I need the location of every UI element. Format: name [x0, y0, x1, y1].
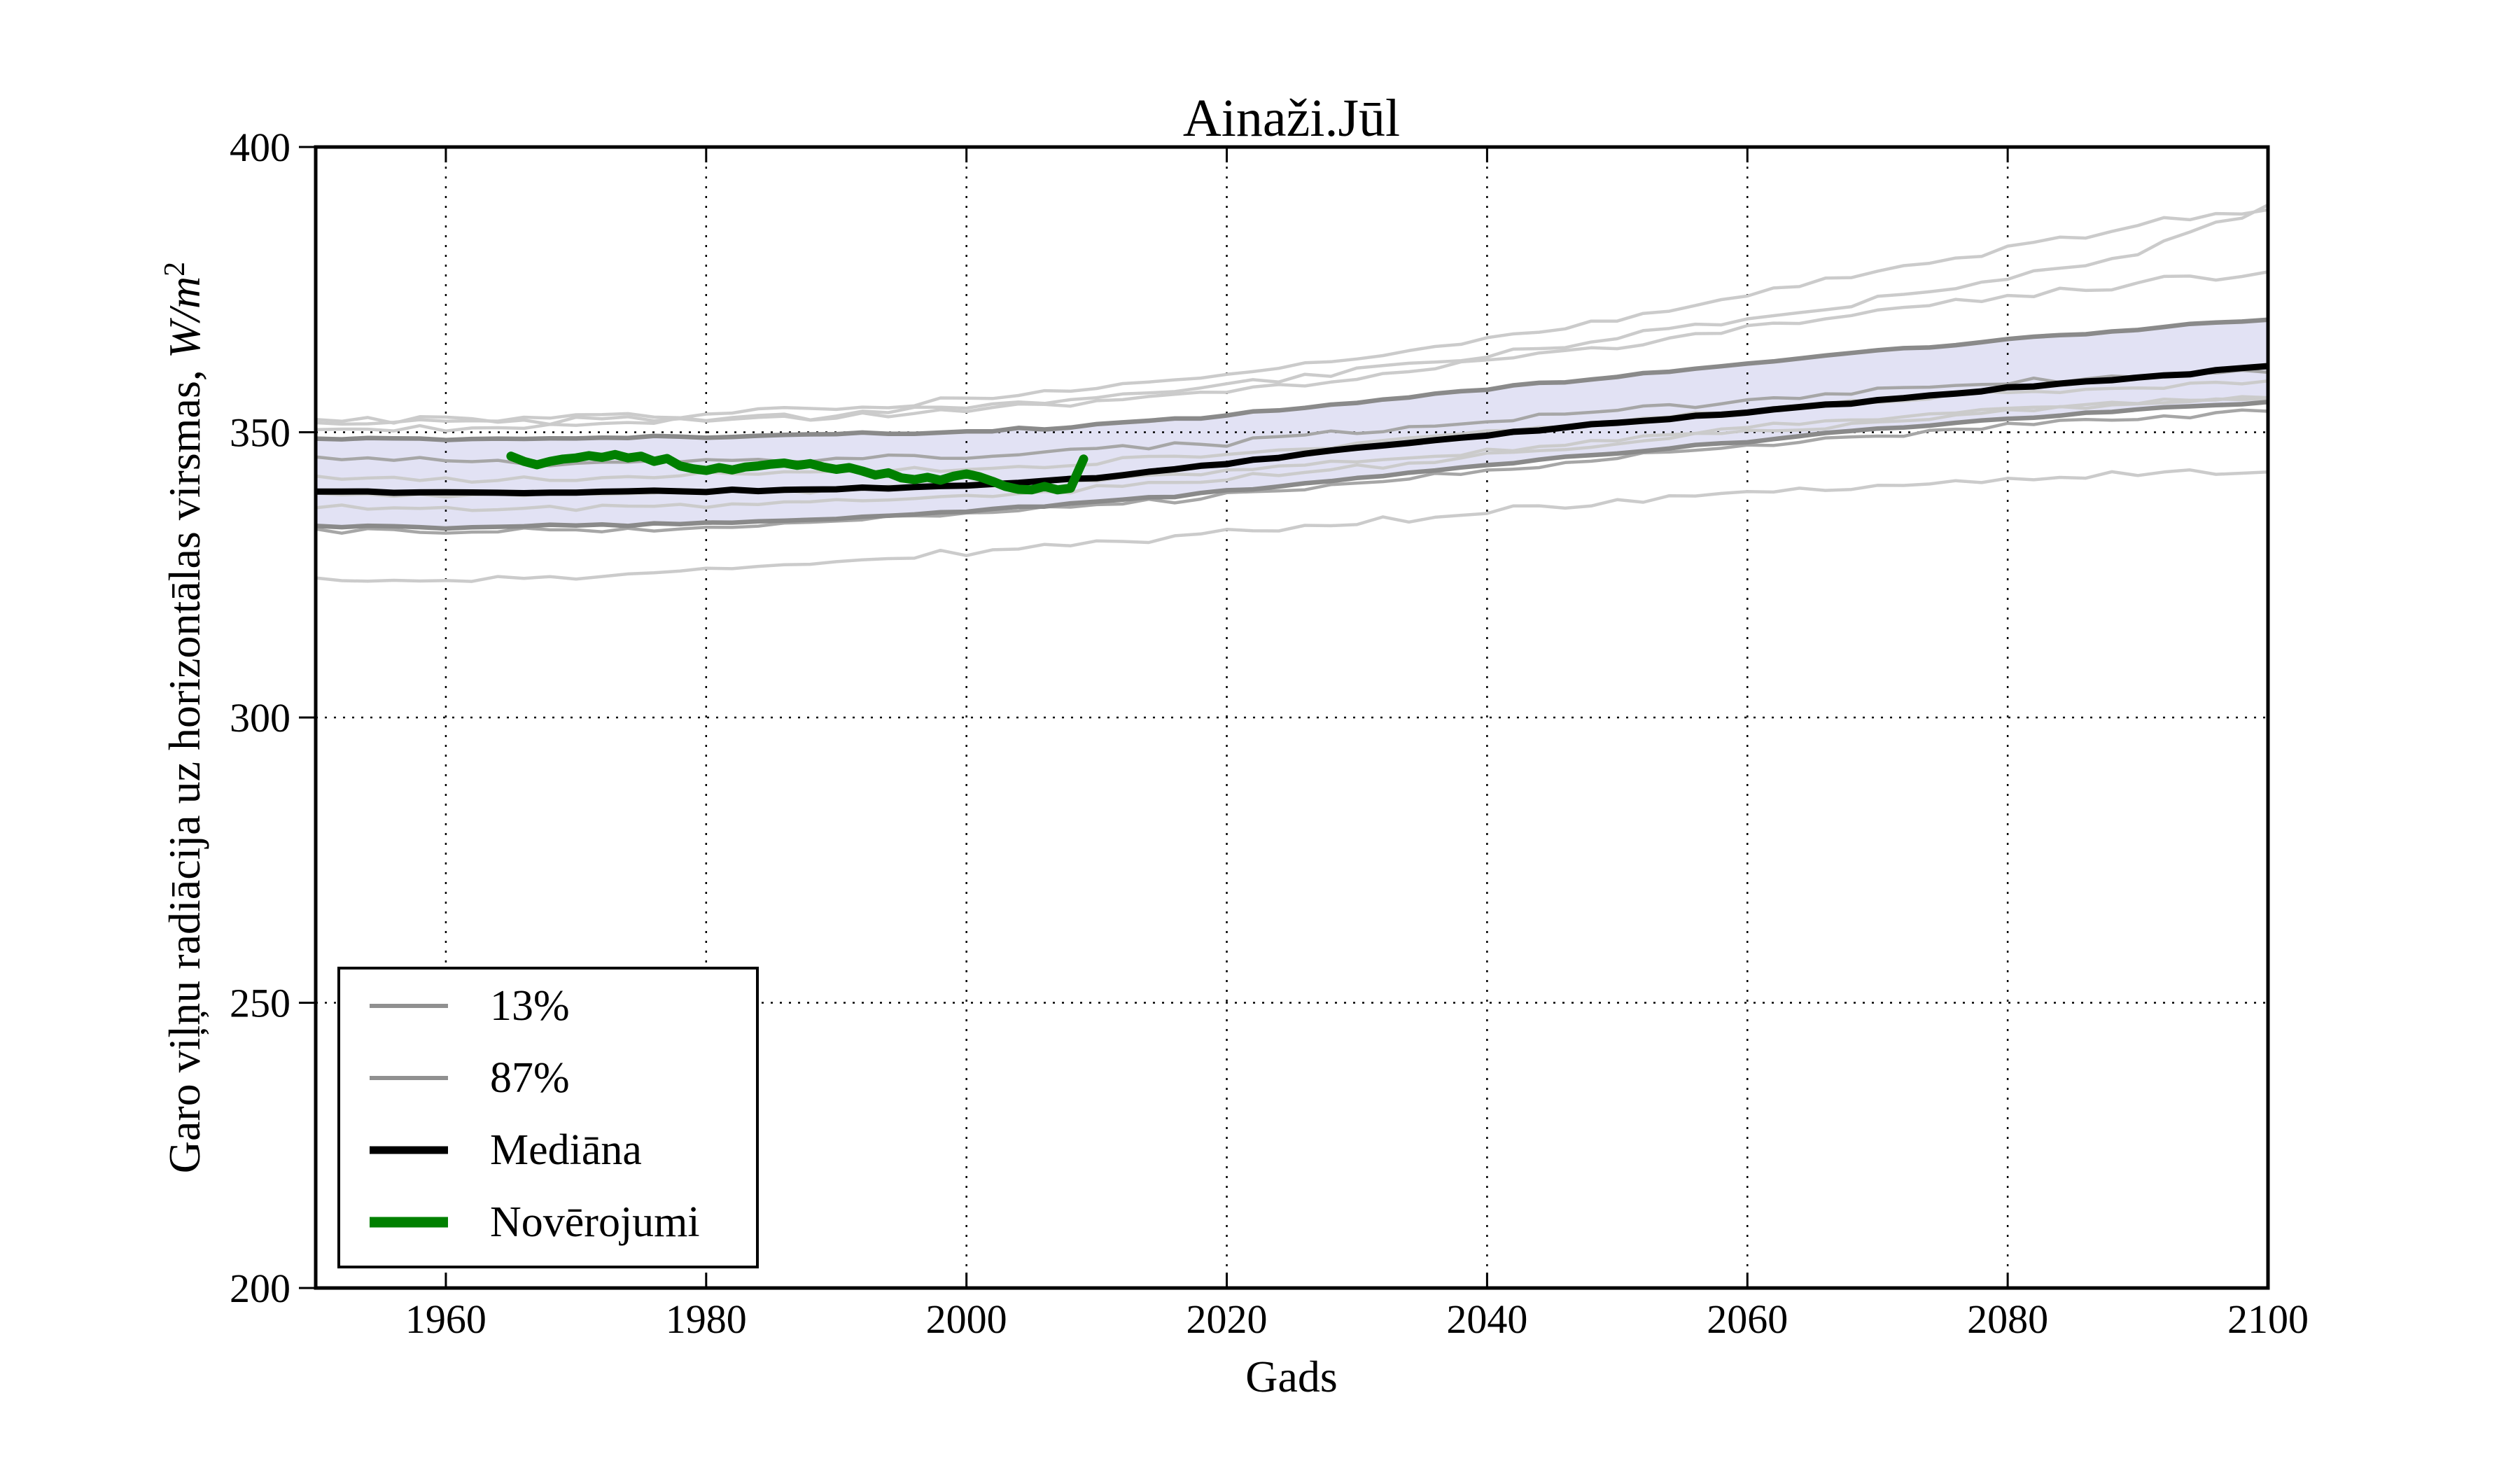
- x-axis-label: Gads: [1245, 1352, 1338, 1401]
- percentile-13-line: [315, 400, 2269, 531]
- y-tick-label-200: 200: [230, 1266, 290, 1311]
- ensemble-line-6: [314, 408, 2270, 535]
- median-line: [316, 363, 2269, 496]
- legend-item-median: Mediāna: [370, 1126, 642, 1174]
- y-axis-label-math: W/m: [160, 276, 209, 358]
- legend-label-13pct: 13%: [490, 982, 570, 1030]
- tick-mark-layer: [299, 146, 2269, 1289]
- y-tick-label-250: 250: [230, 981, 290, 1026]
- x-tick-label-2020: 2020: [1186, 1296, 1268, 1342]
- x-tick-label-2080: 2080: [1967, 1296, 2048, 1342]
- legend-label-median: Mediāna: [490, 1126, 642, 1174]
- x-tick-label-2060: 2060: [1707, 1296, 1788, 1342]
- legend: 13% 87% Mediāna Novērojumi: [337, 967, 759, 1268]
- ensemble-line-3: [314, 368, 2270, 468]
- y-axis-label: Garo viļņu radiācija uz horizontālas vir…: [159, 262, 209, 1173]
- ensemble-line-5: [314, 396, 2270, 512]
- y-tick-label-300: 300: [230, 695, 290, 741]
- legend-label-87pct: 87%: [490, 1054, 570, 1102]
- tick-label-layer: 1960 1980 2000 2020 2040 2060 2080 2100 200 250 30…: [230, 125, 2309, 1342]
- x-tick-label-1960: 1960: [405, 1296, 486, 1342]
- y-tick-label-350: 350: [230, 410, 290, 456]
- legend-label-observations: Novērojumi: [490, 1198, 700, 1246]
- x-tick-label-2040: 2040: [1446, 1296, 1527, 1342]
- percentile-87-line: [315, 317, 2269, 442]
- observations-line: [506, 449, 1088, 495]
- ensemble-line-7: [314, 468, 2270, 583]
- x-tick-label-1980: 1980: [666, 1296, 747, 1342]
- chart-title: Ainaži.Jūl: [1183, 89, 1400, 148]
- ensemble-line-2: [314, 203, 2270, 433]
- confidence-band-fill: [316, 319, 2268, 528]
- legend-item-observations: Novērojumi: [370, 1198, 700, 1246]
- data-series-layer: [314, 203, 2270, 583]
- x-tick-label-2000: 2000: [926, 1296, 1007, 1342]
- y-axis-label-text: Garo viļņu radiācija uz horizontālas vir…: [160, 358, 209, 1173]
- legend-item-87pct: 87%: [370, 1054, 570, 1102]
- ensemble-line-1: [314, 208, 2270, 426]
- legend-item-13pct: 13%: [370, 982, 570, 1030]
- confidence-band-layer: [316, 319, 2268, 528]
- y-axis-label-superscript: 2: [159, 262, 191, 276]
- ensemble-line-9: [314, 270, 2270, 426]
- x-tick-label-2100: 2100: [2227, 1296, 2309, 1342]
- y-tick-label-400: 400: [230, 125, 290, 170]
